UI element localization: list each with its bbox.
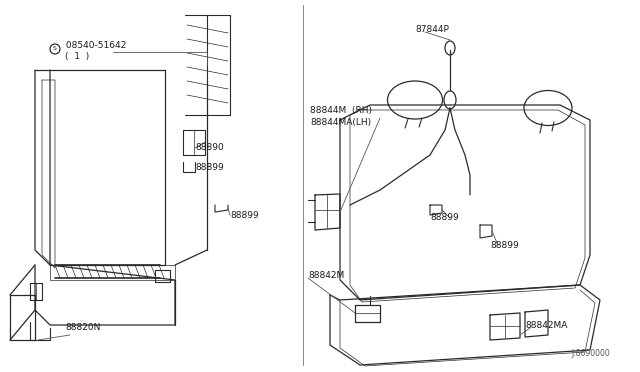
Text: 88842MA: 88842MA <box>525 321 568 330</box>
Text: 88842M: 88842M <box>308 270 344 279</box>
Text: 87844P: 87844P <box>415 26 449 35</box>
Text: 88820N: 88820N <box>65 324 100 333</box>
Text: (  1  ): ( 1 ) <box>65 52 89 61</box>
Text: 08540-51642: 08540-51642 <box>63 42 126 51</box>
Text: 88899: 88899 <box>430 214 459 222</box>
Text: J:8690000: J:8690000 <box>572 349 610 358</box>
Text: 88899: 88899 <box>490 241 519 250</box>
Text: 88844M  (RH): 88844M (RH) <box>310 106 372 115</box>
Text: S: S <box>53 46 57 51</box>
Text: 88899: 88899 <box>195 164 224 173</box>
Text: 88899: 88899 <box>230 211 259 219</box>
Text: 88844MA(LH): 88844MA(LH) <box>310 118 371 126</box>
Text: 88890: 88890 <box>195 144 224 153</box>
